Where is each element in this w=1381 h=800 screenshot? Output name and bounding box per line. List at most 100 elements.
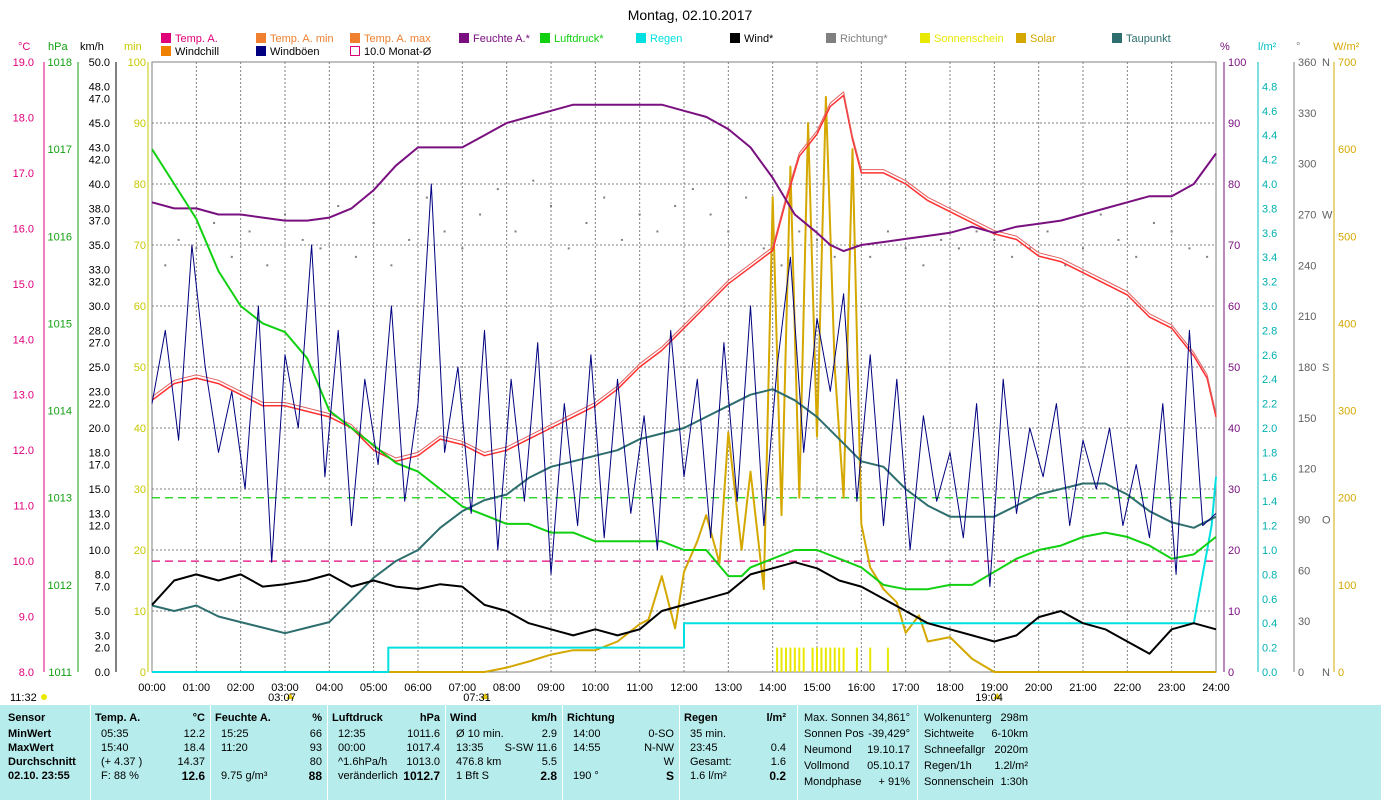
direction-point	[993, 238, 996, 241]
rain-tick-label: 3.6	[1262, 228, 1277, 240]
wind-tick-label: 48.0	[89, 81, 110, 93]
stats-row-label: Durchschnitt	[8, 756, 76, 768]
direction-point	[833, 255, 836, 258]
direction-tick-label: 180	[1298, 362, 1316, 374]
x-tick-label: 22:00	[1114, 682, 1142, 694]
humidity-tick-label: 10	[1228, 606, 1240, 618]
pressure-tick-label: 1018	[48, 57, 72, 69]
pressure-tick-label: 1012	[48, 580, 72, 592]
direction-point	[1117, 238, 1120, 241]
direction-point	[1099, 213, 1102, 216]
wind-tick-label: 45.0	[89, 118, 110, 130]
stats-cell-value: -39,429°	[868, 728, 910, 740]
stats-cell-value: 0.2	[769, 769, 786, 783]
direction-point	[674, 205, 677, 208]
direction-compass-label: N	[1322, 667, 1330, 679]
sunshine-bar	[833, 647, 836, 672]
stats-header: Richtung	[567, 712, 615, 724]
legend-swatch	[350, 46, 360, 56]
solar-tick-label: 0	[1338, 667, 1344, 679]
direction-point	[337, 205, 340, 208]
wind-tick-label: 42.0	[89, 155, 110, 167]
direction-point	[620, 238, 623, 241]
temp-tick-label: 15.0	[13, 279, 34, 291]
direction-point	[372, 221, 375, 224]
direction-tick-label: 300	[1298, 159, 1316, 171]
stats-cell-value: 1.2l/m²	[994, 760, 1028, 772]
direction-point	[1082, 247, 1084, 250]
legend-label: Temp. A.	[175, 33, 218, 45]
wind-tick-label: 5.0	[95, 606, 110, 618]
stats-cell-value: 93	[309, 742, 322, 754]
astro-column: Max. Sonnen 34,861° Sonnen Pos -39,429° Neum…	[797, 705, 918, 800]
rain-tick-label: 1.6	[1262, 472, 1277, 484]
sunrise-icon	[481, 693, 490, 699]
solar-tick-label: 300	[1338, 406, 1356, 418]
wind-tick-label: 30.0	[89, 301, 110, 313]
direction-point	[532, 179, 535, 182]
direction-point	[940, 238, 943, 241]
moonset-label: 03:07	[268, 692, 296, 704]
pressure-line	[151, 148, 1217, 591]
x-tick-label: 24:00	[1202, 682, 1230, 694]
sunshine-tick-label: 40	[134, 423, 146, 435]
stats-header: Feuchte A.	[215, 712, 271, 724]
legend-swatch	[350, 33, 360, 43]
stats-cell-label: 15:40	[101, 742, 129, 754]
wind-tick-label: 13.0	[89, 508, 110, 520]
legend-swatch	[459, 33, 469, 43]
direction-point	[195, 247, 198, 250]
wind-tick-label: 38.0	[89, 203, 110, 215]
wind-tick-label: 0.0	[95, 667, 110, 679]
rain-tick-label: 2.0	[1262, 423, 1277, 435]
x-tick-label: 09:00	[537, 682, 565, 694]
sunshine-bar	[784, 647, 787, 672]
direction-point	[177, 238, 180, 241]
stats-cell-label: F: 88 %	[101, 770, 139, 782]
legend-label: Solar	[1030, 33, 1056, 45]
direction-unit: °	[1296, 41, 1300, 53]
x-tick-label: 12:00	[670, 682, 698, 694]
solar-tick-label: 600	[1338, 144, 1356, 156]
humidity-tick-label: 60	[1228, 301, 1240, 313]
sunshine-tick-label: 90	[134, 118, 146, 130]
stats-header: Wind	[450, 712, 477, 724]
humidity-tick-label: 30	[1228, 484, 1240, 496]
direction-point	[1170, 230, 1173, 233]
stats-cell-label: 476.8 km	[456, 756, 502, 768]
sunshine-bar	[798, 647, 801, 672]
direction-point	[461, 247, 464, 250]
stats-panel: Sensor MinWert MaxWert Durchschnitt 02.10. 2…	[0, 705, 1381, 800]
stats-cell-value: 34,861°	[871, 712, 910, 724]
wind-line	[151, 561, 1217, 655]
legend-label: Feuchte A.*	[473, 33, 531, 45]
legend-swatch	[920, 33, 930, 43]
sunshine-bar	[886, 647, 889, 672]
stats-cell-label: 9.75 g/m³	[221, 770, 268, 782]
sunshine-bar	[793, 647, 796, 672]
legend-swatch	[161, 33, 171, 43]
rain-tick-label: 1.4	[1262, 496, 1277, 508]
direction-point	[496, 188, 499, 191]
wind-tick-label: 50.0	[89, 57, 110, 69]
legend-swatch	[636, 33, 646, 43]
stats-cell-label: 13:35	[456, 742, 484, 754]
direction-point	[585, 221, 588, 224]
rain-tick-label: 4.4	[1262, 130, 1277, 142]
stats-cell-value: 2.9	[541, 728, 557, 740]
x-tick-label: 15:00	[803, 682, 831, 694]
legend-swatch	[256, 46, 266, 56]
temp-tick-label: 13.0	[13, 390, 34, 402]
rain-tick-label: 0.2	[1262, 643, 1277, 655]
rain-tick-label: 2.6	[1262, 350, 1277, 362]
direction-tick-label: 240	[1298, 260, 1316, 272]
moonrise-label: 11:32	[10, 692, 37, 704]
temp-tick-label: 12.0	[13, 445, 34, 457]
sunshine-bar	[802, 647, 805, 672]
sunshine-tick-label: 50	[134, 362, 146, 374]
dewpoint-line	[151, 388, 1217, 635]
x-tick-label: 00:00	[138, 682, 166, 694]
sunshine-tick-label: 20	[134, 545, 146, 557]
stats-unit: l/m²	[766, 712, 786, 724]
stats-cell-value: 1:30h	[1000, 776, 1028, 788]
